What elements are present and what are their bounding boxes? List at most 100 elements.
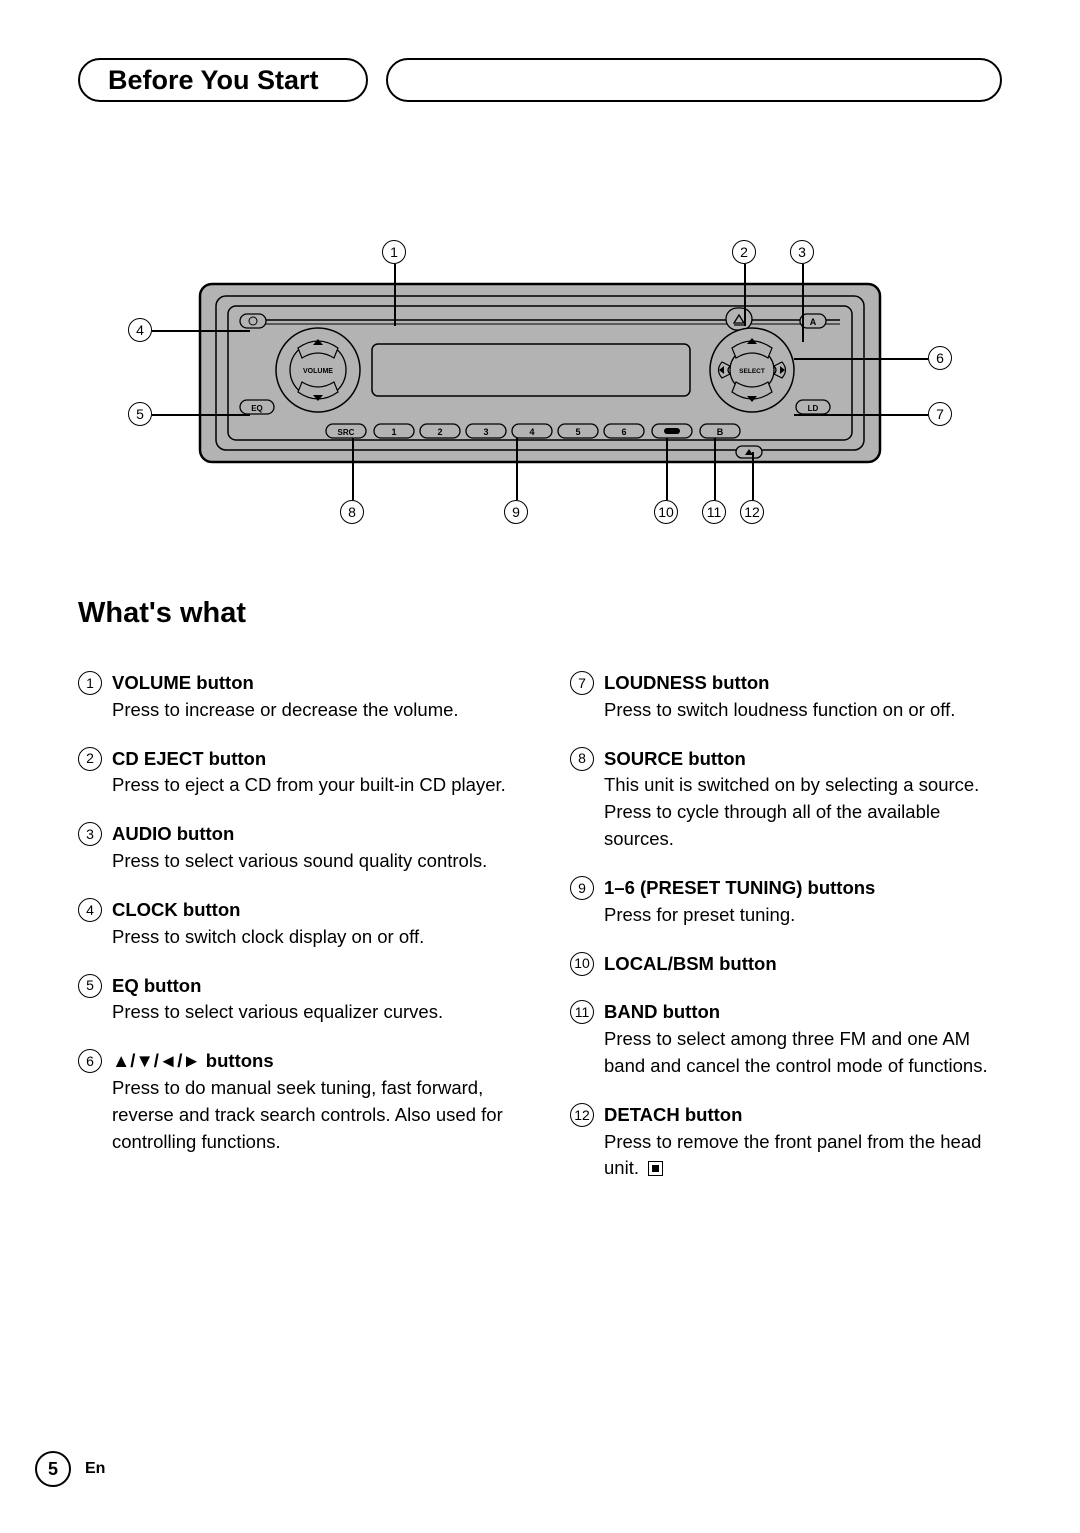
item-6: 6▲/▼/◄/► buttonsPress to do manual seek … — [78, 1048, 510, 1155]
item-title: ▲/▼/◄/► buttons — [112, 1050, 274, 1071]
svg-text:B: B — [717, 427, 724, 437]
callout-1: 1 — [382, 240, 406, 264]
item-body: 1–6 (PRESET TUNING) buttons Press for pre… — [604, 875, 1002, 929]
item-desc: This unit is switched on by selecting a … — [604, 774, 979, 849]
item-body: AUDIO button Press to select various soun… — [112, 821, 510, 875]
item-desc: Press to do manual seek tuning, fast for… — [112, 1077, 503, 1152]
svg-text:5: 5 — [575, 427, 580, 437]
svg-text:2: 2 — [437, 427, 442, 437]
item-1: 1 VOLUME buttonPress to increase or decre… — [78, 670, 510, 724]
svg-text:4: 4 — [529, 427, 534, 437]
section-tab-empty — [386, 58, 1002, 102]
svg-text:SRC: SRC — [338, 428, 355, 437]
item-body: SOURCE button This unit is switched on by… — [604, 746, 1002, 853]
item-desc: Press to switch loudness function on or … — [604, 699, 955, 720]
item-title: BAND button — [604, 1001, 720, 1022]
callout-7: 7 — [928, 402, 952, 426]
lead-line — [714, 438, 716, 500]
item-9: 91–6 (PRESET TUNING) buttonsPress for pr… — [570, 875, 1002, 929]
item-body: ▲/▼/◄/► buttons Press to do manual seek t… — [112, 1048, 510, 1155]
callout-8: 8 — [340, 500, 364, 524]
item-desc: Press to select among three FM and one A… — [604, 1028, 988, 1076]
svg-text:A: A — [810, 317, 817, 327]
item-7: 7 LOUDNESS button Press to switch loudness… — [570, 670, 1002, 724]
item-3: 3 AUDIO button Press to select various sou… — [78, 821, 510, 875]
svg-text:1: 1 — [391, 427, 396, 437]
item-number: 4 — [78, 898, 102, 922]
item-number: 1 — [78, 671, 102, 695]
page-footer: 5 En — [35, 1451, 105, 1487]
callout-2: 2 — [732, 240, 756, 264]
item-number: 7 — [570, 671, 594, 695]
end-mark-icon — [648, 1161, 663, 1176]
item-number: 5 — [78, 974, 102, 998]
item-12: 12 DETACH buttonPress to remove the front… — [570, 1102, 1002, 1182]
item-8: 8 SOURCE button This unit is switched on b… — [570, 746, 1002, 853]
left-column: 1 VOLUME buttonPress to increase or decre… — [78, 670, 510, 1204]
item-4: 4 CLOCK button Press to switch clock displ… — [78, 897, 510, 951]
item-body: BAND button Press to select among three F… — [604, 999, 1002, 1079]
item-title: LOUDNESS button — [604, 672, 769, 693]
callout-3: 3 — [790, 240, 814, 264]
lead-line — [152, 330, 250, 332]
item-5: 5 EQ button Press to select various equali… — [78, 973, 510, 1027]
item-number: 2 — [78, 747, 102, 771]
item-10: 10 LOCAL/BSM button — [570, 951, 1002, 978]
lead-line — [802, 264, 804, 342]
page-language: En — [85, 1460, 105, 1478]
page-number: 5 — [35, 1451, 71, 1487]
item-body: DETACH buttonPress to remove the front p… — [604, 1102, 1002, 1182]
lead-line — [794, 358, 928, 360]
item-number: 3 — [78, 822, 102, 846]
item-number: 12 — [570, 1103, 594, 1127]
item-body: CLOCK button Press to switch clock displa… — [112, 897, 510, 951]
item-desc: Press to switch clock display on or off. — [112, 926, 424, 947]
lead-line — [744, 264, 746, 326]
svg-text:3: 3 — [483, 427, 488, 437]
item-body: CD EJECT button Press to eject a CD from … — [112, 746, 510, 800]
item-desc: Press to select various sound quality co… — [112, 850, 487, 871]
callout-11: 11 — [702, 500, 726, 524]
stereo-svg: VOLUME SELECT EQ A LD SRC 1 2 3 — [140, 252, 940, 512]
item-desc: Press to eject a CD from your built-in C… — [112, 774, 506, 795]
lead-line — [152, 414, 250, 416]
item-2: 2 CD EJECT button Press to eject a CD from… — [78, 746, 510, 800]
lead-line — [794, 414, 928, 416]
item-body: LOCAL/BSM button — [604, 951, 1002, 978]
callout-5: 5 — [128, 402, 152, 426]
item-body: LOUDNESS button Press to switch loudness … — [604, 670, 1002, 724]
lead-line — [752, 452, 754, 500]
section-tab: Before You Start — [78, 58, 368, 102]
item-body: EQ button Press to select various equaliz… — [112, 973, 510, 1027]
item-title: 1–6 (PRESET TUNING) buttons — [604, 877, 875, 898]
lead-line — [394, 264, 396, 326]
item-title: SOURCE button — [604, 748, 746, 769]
callout-4: 4 — [128, 318, 152, 342]
item-title: VOLUME button — [112, 672, 254, 693]
item-title: LOCAL/BSM button — [604, 953, 777, 974]
svg-text:EQ: EQ — [251, 404, 263, 413]
svg-text:6: 6 — [621, 427, 626, 437]
item-number: 8 — [570, 747, 594, 771]
item-body: VOLUME buttonPress to increase or decrea… — [112, 670, 510, 724]
item-title: EQ button — [112, 975, 201, 996]
page-header: Before You Start — [78, 58, 1002, 102]
item-title: CLOCK button — [112, 899, 240, 920]
item-title: CD EJECT button — [112, 748, 266, 769]
lead-line — [352, 438, 354, 500]
item-number: 10 — [570, 952, 594, 976]
callout-6: 6 — [928, 346, 952, 370]
item-title: AUDIO button — [112, 823, 234, 844]
item-desc: Press to select various equalizer curves… — [112, 1001, 443, 1022]
callout-9: 9 — [504, 500, 528, 524]
right-column: 7 LOUDNESS button Press to switch loudness… — [570, 670, 1002, 1204]
front-panel-diagram: VOLUME SELECT EQ A LD SRC 1 2 3 — [140, 252, 940, 517]
item-11: 11BAND buttonPress to select among three… — [570, 999, 1002, 1079]
item-desc: Press for preset tuning. — [604, 904, 795, 925]
item-title: DETACH button — [604, 1104, 742, 1125]
callout-12: 12 — [740, 500, 764, 524]
lead-line — [516, 438, 518, 500]
svg-text:LD: LD — [808, 404, 819, 413]
section-title: What's what — [78, 597, 1002, 630]
whats-what-columns: 1 VOLUME buttonPress to increase or decre… — [78, 670, 1002, 1204]
